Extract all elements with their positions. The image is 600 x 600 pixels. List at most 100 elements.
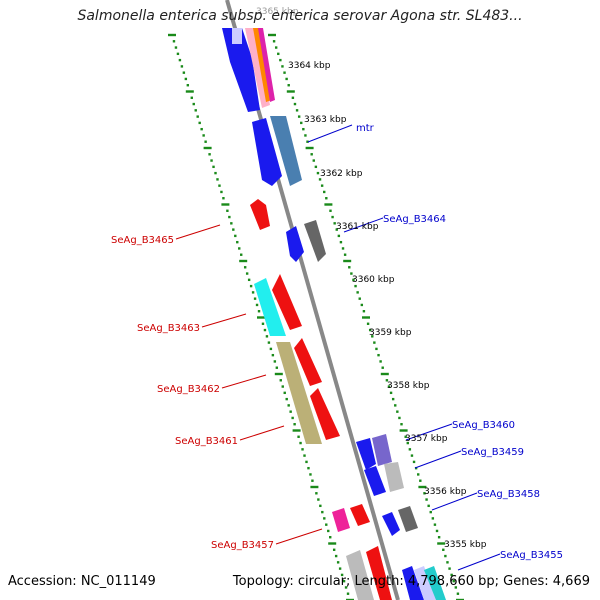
tick-mark	[283, 71, 286, 74]
tick-mark	[375, 347, 378, 351]
tick-mark	[243, 266, 247, 269]
tick-mark	[291, 96, 295, 99]
tick-mark	[412, 460, 416, 464]
tick-mark	[273, 360, 277, 363]
tick-mark	[366, 322, 370, 325]
gene-block[interactable]	[366, 546, 392, 600]
gene-block[interactable]	[364, 466, 386, 496]
tick-mark	[240, 253, 243, 256]
tick-mark	[394, 404, 397, 407]
tick-mark	[222, 197, 225, 200]
tick-mark	[300, 121, 303, 125]
gene-block[interactable]	[414, 566, 436, 600]
tick-mark	[272, 40, 276, 43]
tick-mark	[343, 259, 352, 263]
gene-label: SeAg_B3460	[452, 420, 515, 431]
tick-mark	[387, 385, 391, 388]
gene-block[interactable]	[254, 278, 286, 336]
tick-mark	[291, 416, 294, 420]
tick-mark	[310, 153, 313, 156]
tick-mark	[327, 529, 330, 533]
tick-mark	[274, 46, 278, 49]
gene-block[interactable]	[350, 504, 370, 526]
tick-mark	[338, 567, 342, 570]
gene-block[interactable]	[276, 342, 322, 444]
tick-mark	[360, 303, 364, 307]
tick-mark	[315, 492, 318, 495]
tick-mark	[431, 517, 435, 520]
tick-mark	[184, 77, 188, 81]
gene-block[interactable]	[402, 566, 424, 600]
gene-block[interactable]	[286, 226, 304, 262]
gene-block[interactable]	[294, 338, 322, 386]
tick-mark	[182, 71, 186, 74]
gene-block[interactable]	[398, 506, 418, 532]
gene-block[interactable]	[310, 388, 340, 440]
gene-block[interactable]	[304, 220, 326, 262]
tick-mark	[341, 247, 345, 250]
tick-mark	[226, 209, 229, 212]
gene-label: SeAg_B3462	[157, 384, 220, 395]
gene-label: SeAg_B3459	[461, 447, 524, 458]
gene-block[interactable]	[252, 118, 282, 186]
tick-mark	[456, 598, 464, 600]
tick-mark	[267, 341, 271, 344]
gene-block[interactable]	[372, 434, 392, 466]
tick-mark	[174, 46, 178, 49]
tick-mark	[340, 573, 344, 577]
tick-mark	[304, 134, 307, 137]
gene-block[interactable]	[270, 116, 302, 186]
tick-mark	[348, 266, 351, 269]
tick-mark	[329, 536, 332, 539]
gene-label: SeAg_B3465	[111, 235, 174, 246]
gene-block[interactable]	[382, 512, 400, 536]
gene-block[interactable]	[258, 28, 275, 102]
tick-mark	[286, 90, 295, 93]
tick-mark	[234, 234, 237, 238]
gene-block[interactable]	[332, 508, 350, 532]
tick-mark	[344, 586, 348, 589]
tick-mark	[289, 410, 292, 413]
tick-mark	[425, 498, 428, 501]
tick-mark	[399, 429, 408, 432]
tick-mark	[232, 228, 235, 231]
tick-mark	[302, 127, 305, 131]
gene-block[interactable]	[272, 274, 302, 330]
tick-mark	[295, 109, 299, 112]
tick-mark	[328, 542, 337, 545]
tick-mark	[268, 33, 276, 37]
tick-mark	[414, 466, 418, 470]
tick-mark	[352, 278, 355, 282]
gene-block[interactable]	[384, 462, 404, 492]
tick-mark	[221, 203, 230, 206]
gene-label: SeAg_B3455	[500, 550, 563, 561]
tick-mark	[204, 140, 207, 143]
tick-mark	[446, 561, 449, 564]
tick-mark	[293, 423, 296, 426]
tick-mark	[333, 222, 336, 225]
tick-mark	[185, 90, 194, 93]
tick-mark	[435, 529, 439, 533]
tick-mark	[293, 102, 297, 106]
gene-blocks	[222, 28, 446, 600]
tick-mark	[238, 247, 241, 250]
tick-mark	[301, 448, 304, 451]
tick-mark	[212, 165, 215, 169]
tick-mark	[450, 573, 453, 577]
tick-mark	[198, 121, 201, 125]
tick-mark	[271, 353, 275, 357]
gene-block[interactable]	[250, 199, 270, 230]
tick-mark	[396, 410, 399, 413]
gene-block[interactable]	[222, 28, 260, 112]
gene-block[interactable]	[356, 438, 376, 470]
tick-mark	[261, 322, 265, 325]
gene-block[interactable]	[424, 566, 446, 600]
topology-text: Topology: circular; Length: 4,798,660 bp…	[232, 574, 590, 589]
tick-mark	[410, 454, 414, 457]
tick-mark	[318, 178, 322, 181]
gene-block[interactable]	[232, 28, 242, 44]
tick-mark	[249, 284, 253, 288]
tick-mark	[292, 429, 301, 432]
tick-mark	[180, 65, 184, 68]
gene-block[interactable]	[346, 550, 374, 600]
